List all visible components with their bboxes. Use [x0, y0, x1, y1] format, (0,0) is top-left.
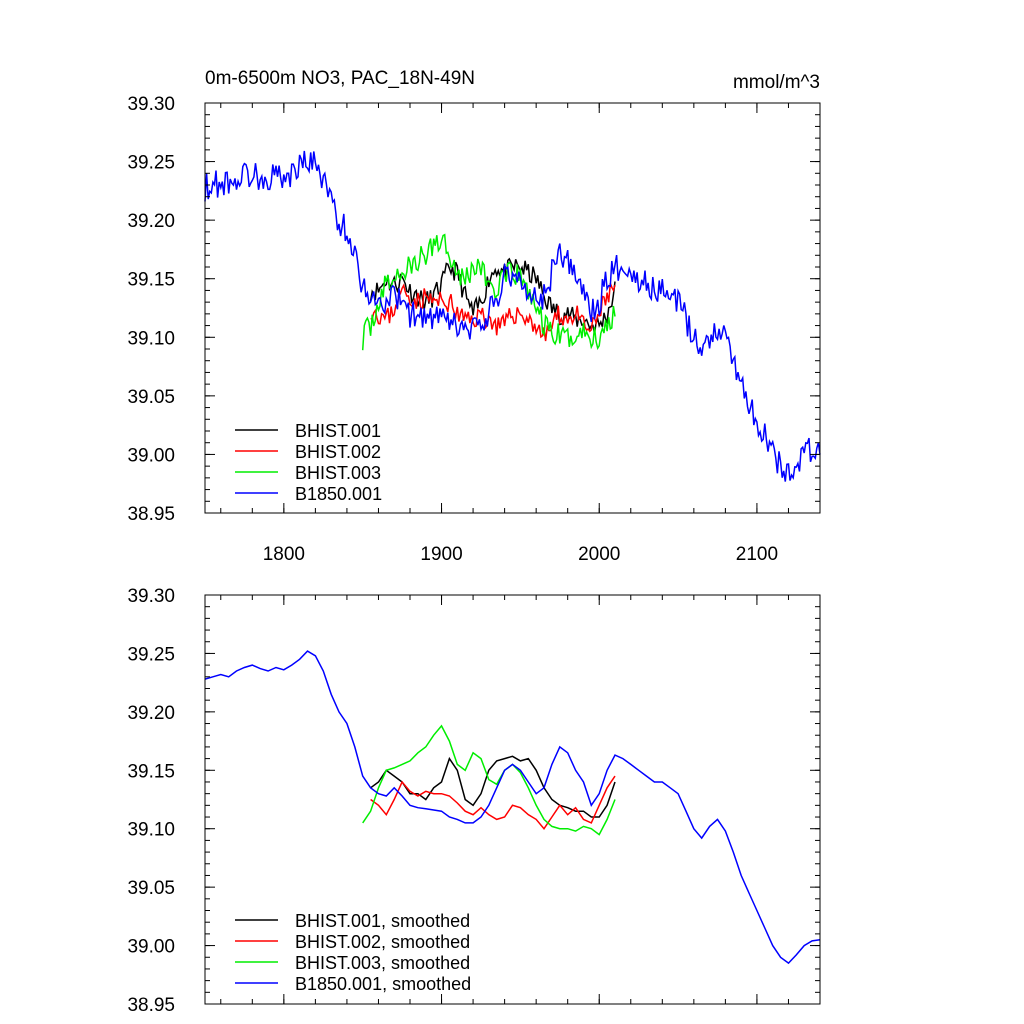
axis-ticks: 38.95 39.00 39.05 39.10 39.15 39.20 39.25 39.30 [127, 586, 821, 1016]
plot-frame [204, 102, 821, 514]
y-tick-label: 39.15 [127, 761, 175, 782]
y-tick-label: 39.25 [127, 153, 175, 174]
chart-title: 0m-6500m NO3, PAC_18N-49N [205, 68, 475, 89]
series-line-bhist-002-smoothed [370, 775, 616, 830]
y-tick-label: 39.00 [127, 445, 175, 466]
legend-label: B1850.001, smoothed [295, 974, 471, 994]
y-tick-label: 39.05 [127, 387, 175, 408]
units-label: mmol/m^3 [733, 72, 820, 93]
x-tick-label: 1800 [263, 544, 305, 565]
plot-frame [204, 594, 821, 1005]
y-tick-label: 39.05 [127, 878, 175, 899]
legend-label: BHIST.001 [295, 421, 381, 441]
axis-ticks: 38.95 39.00 39.05 39.10 39.15 39.20 39.25 39.30… [127, 94, 821, 565]
y-tick-label: 39.10 [127, 820, 175, 841]
series-line-b1850-001 [204, 150, 821, 482]
x-tick-label: 2000 [578, 544, 620, 565]
y-tick-label: 39.15 [127, 270, 175, 291]
y-tick-label: 39.00 [127, 937, 175, 958]
legend-label: BHIST.003, smoothed [295, 953, 470, 973]
legend-label: BHIST.002 [295, 442, 381, 462]
chart-panel-raw: 0m-6500m NO3, PAC_18N-49N mmol/m^3 38.95… [127, 68, 821, 565]
series-line-bhist-001-smoothed [370, 755, 616, 818]
y-tick-label: 38.95 [127, 995, 175, 1016]
y-tick-label: 39.25 [127, 644, 175, 665]
series-line-bhist-003-smoothed [362, 724, 616, 836]
y-tick-label: 39.30 [127, 586, 175, 607]
chart-panel-smoothed: 38.95 39.00 39.05 39.10 39.15 39.20 39.25 39.30… [127, 586, 821, 1016]
y-tick-label: 39.20 [127, 703, 175, 724]
legend-label: BHIST.003 [295, 463, 381, 483]
legend-label: BHIST.002, smoothed [295, 932, 470, 952]
legend-label: BHIST.001, smoothed [295, 911, 470, 931]
x-tick-label: 1900 [420, 544, 462, 565]
legend-label: B1850.001 [295, 484, 382, 504]
series-line-bhist-002 [370, 282, 616, 342]
y-tick-label: 38.95 [127, 504, 175, 525]
x-tick-label: 2100 [736, 544, 778, 565]
y-tick-label: 39.30 [127, 94, 175, 115]
series-line-bhist-003 [361, 233, 616, 351]
series-lines [204, 650, 821, 965]
series-lines [204, 150, 821, 482]
y-tick-label: 39.10 [127, 328, 175, 349]
series-line-b1850-001-smoothed [204, 650, 821, 965]
y-tick-label: 39.20 [127, 211, 175, 232]
